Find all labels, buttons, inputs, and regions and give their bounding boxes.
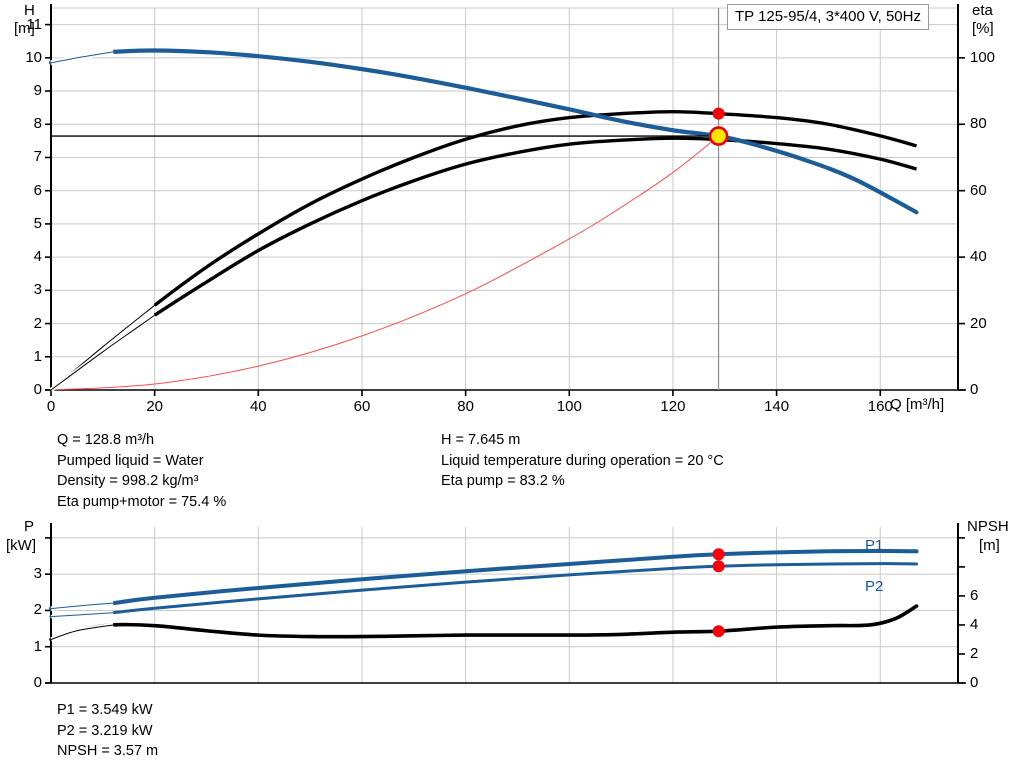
- top-right-tick-40: 40: [970, 248, 987, 266]
- bottom-y-axis-title-line1: P: [24, 518, 35, 535]
- duty-info-left: Q = 128.8 m³/h Pumped liquid = Water Den…: [57, 430, 226, 512]
- top-left-tick-10: 10: [25, 48, 42, 66]
- duty-info-left-line-0: Q = 128.8 m³/h: [57, 432, 155, 448]
- top-y-axis-right-title-line2: [%]: [972, 20, 994, 37]
- top-left-tick-11: 11: [26, 15, 42, 33]
- head-efficiency-chart: [45, 4, 966, 396]
- top-left-tick-3: 3: [33, 281, 42, 299]
- top-y-axis-title-line2: [m]: [14, 20, 35, 37]
- p2-curve-label: P2: [865, 578, 884, 595]
- bottom-left-tick-0: 0: [33, 674, 42, 691]
- bottom-y-axis-right-title-line2: [m]: [979, 537, 1000, 554]
- top-left-tick-9: 9: [33, 82, 42, 100]
- power-info-line-2: NPSH = 3.57 m: [57, 743, 159, 759]
- top-left-tick-8: 8: [33, 115, 42, 133]
- duty-info-left-line-2: Density = 998.2 kg/m³: [57, 473, 199, 489]
- bottom-y-axis-title-line2: [kW]: [6, 537, 36, 554]
- top-y-axis-title-line1: H: [24, 2, 35, 19]
- chart-title-box: TP 125-95/4, 3*400 V, 50Hz: [727, 4, 929, 30]
- power-info-line-0: P1 = 3.549 kW: [57, 702, 153, 718]
- bottom-right-tick-0: 0: [970, 674, 979, 691]
- duty-info-left-line-1: Pumped liquid = Water: [57, 452, 204, 469]
- top-x-tick-100: 100: [556, 398, 582, 415]
- duty-info-right: H = 7.645 m Liquid temperature during op…: [441, 430, 724, 492]
- top-left-tick-6: 6: [33, 181, 42, 199]
- top-left-tick-7: 7: [33, 148, 42, 166]
- top-left-tick-2: 2: [33, 314, 42, 332]
- bottom-left-tick-2: 2: [33, 601, 42, 619]
- power-info-line-1: P2 = 3.219 kW: [57, 722, 153, 739]
- top-right-tick-0: 0: [970, 381, 979, 398]
- top-x-tick-160: 160: [867, 398, 893, 415]
- duty-info-right-line-1: Liquid temperature during operation = 20…: [441, 452, 724, 469]
- top-x-tick-40: 40: [249, 398, 267, 415]
- head-efficiency-plot: [45, 4, 966, 396]
- power-info: P1 = 3.549 kW P2 = 3.219 kW NPSH = 3.57 …: [57, 700, 158, 762]
- bottom-left-tick-1: 1: [33, 637, 42, 655]
- bottom-right-tick-2: 2: [970, 644, 979, 662]
- duty-info-right-line-0: H = 7.645 m: [441, 432, 521, 448]
- top-x-tick-0: 0: [46, 398, 56, 415]
- bottom-right-tick-4: 4: [970, 615, 979, 633]
- top-x-tick-120: 120: [660, 398, 686, 415]
- top-left-tick-4: 4: [33, 248, 42, 266]
- top-x-tick-80: 80: [457, 398, 474, 415]
- bottom-left-tick-3: 3: [33, 565, 42, 583]
- top-left-tick-5: 5: [33, 214, 42, 232]
- top-x-tick-20: 20: [146, 398, 163, 415]
- power-npsh-chart: [0, 515, 1024, 700]
- top-left-tick-1: 1: [33, 347, 42, 365]
- duty-info-left-line-3: Eta pump+motor = 75.4 %: [57, 493, 227, 510]
- power-npsh-plot: [45, 523, 966, 684]
- top-left-tick-0: 0: [33, 381, 42, 398]
- top-right-tick-80: 80: [970, 115, 987, 133]
- bottom-y-axis-right-title-line1: NPSH: [967, 518, 1009, 535]
- top-right-tick-20: 20: [970, 314, 987, 332]
- top-right-tick-60: 60: [970, 181, 987, 199]
- top-x-tick-140: 140: [764, 398, 790, 415]
- top-y-axis-right-title-line1: eta: [972, 2, 993, 19]
- bottom-right-tick-6: 6: [970, 586, 979, 604]
- top-right-tick-100: 100: [970, 48, 996, 66]
- top-x-axis-title: Q [m³/h]: [890, 396, 945, 413]
- p1-curve-label: P1: [865, 537, 884, 554]
- top-x-tick-60: 60: [353, 398, 371, 415]
- duty-info-right-line-2: Eta pump = 83.2 %: [441, 473, 565, 489]
